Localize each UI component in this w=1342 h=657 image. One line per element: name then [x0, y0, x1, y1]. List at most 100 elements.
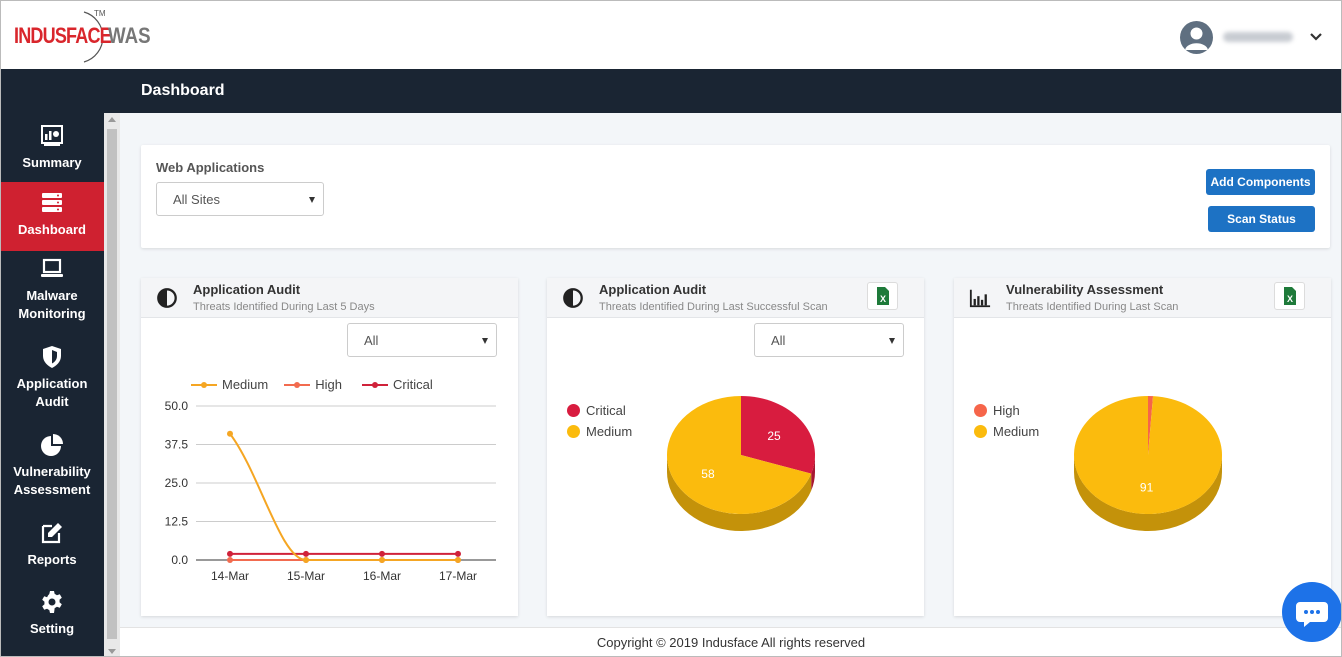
sidebar-item-label: Dashboard — [18, 222, 86, 237]
page-bar: Dashboard — [0, 69, 1342, 113]
scroll-up-arrow-icon[interactable] — [108, 117, 116, 122]
legend-high-marker — [284, 381, 311, 388]
web-applications-card: Web Applications All Sites Add Component… — [141, 145, 1330, 248]
x-tick-label: 15-Mar — [287, 569, 325, 583]
logo-brand: INDUSFACE — [14, 23, 112, 48]
sidebar-item-label: Vulnerability Assessment — [13, 464, 91, 497]
filter-value: All — [771, 333, 786, 348]
page-title: Dashboard — [141, 82, 225, 99]
filter-value: All — [364, 333, 379, 348]
panel-header: Application Audit Threats Identified Dur… — [141, 278, 518, 318]
y-tick-label: 12.5 — [165, 515, 189, 529]
legend-label: High — [993, 403, 1020, 418]
sidebar-item-dashboard[interactable]: Dashboard — [0, 182, 104, 251]
legend-dot — [974, 404, 987, 417]
legend-label: Medium — [993, 424, 1040, 439]
sites-select-value: All Sites — [173, 192, 220, 207]
user-menu[interactable] — [1180, 19, 1323, 55]
pie-data-label: 25 — [767, 429, 781, 443]
sidebar-scrollbar[interactable] — [104, 113, 120, 657]
scrollbar-thumb[interactable] — [107, 129, 117, 639]
data-point-medium — [455, 557, 461, 563]
sidebar-item-application-audit[interactable]: Application Audit — [0, 345, 104, 417]
sidebar-item-label: Setting — [29, 621, 75, 636]
audit-trend-line-chart: 50.0 37.5 25.0 12.5 0.0 14-Mar 15-Mar 16-Mar 17-… — [165, 399, 496, 583]
series-line-medium — [229, 433, 458, 561]
y-tick-label: 50.0 — [165, 399, 189, 413]
sidebar-item-summary[interactable]: Summary — [0, 121, 104, 182]
legend-item-critical: Critical — [567, 400, 632, 421]
legend-item-medium: Medium — [567, 421, 632, 442]
pie-slice-side-medium — [667, 455, 812, 531]
legend-high-label: High — [315, 377, 342, 392]
data-point-medium — [303, 557, 309, 563]
web-applications-label: Web Applications — [156, 160, 265, 175]
legend-item-high: High — [974, 400, 1039, 421]
chat-button[interactable] — [1282, 582, 1342, 642]
y-tick-label: 37.5 — [165, 438, 189, 452]
username-blurred — [1223, 32, 1293, 42]
pie-data-label: 91 — [1140, 480, 1154, 494]
legend-label: Medium — [586, 424, 633, 439]
data-point-medium — [227, 430, 233, 437]
svg-text:X: X — [880, 294, 886, 304]
legend-item-medium: Medium — [974, 421, 1039, 442]
audit-last-filter-select[interactable]: All — [754, 323, 904, 357]
application-audit-trend-panel: Application Audit Threats Identified Dur… — [141, 278, 518, 616]
panel-header: Vulnerability Assessment Threats Identif… — [954, 278, 1331, 318]
scroll-down-arrow-icon[interactable] — [108, 649, 116, 654]
legend-medium-label: Medium — [222, 377, 269, 392]
sites-select[interactable]: All Sites — [156, 182, 324, 216]
data-point-critical — [455, 550, 461, 557]
summary-icon — [41, 125, 63, 146]
export-excel-button[interactable]: X — [867, 282, 898, 310]
x-tick-label: 14-Mar — [211, 569, 249, 583]
pie-data-label: 58 — [701, 467, 715, 481]
panel-title: Application Audit — [193, 282, 301, 297]
export-excel-button[interactable]: X — [1274, 282, 1305, 310]
sidebar-item-setting[interactable]: Setting — [0, 590, 104, 646]
caret-down-icon — [482, 338, 488, 344]
logo-trademark: TM — [94, 9, 106, 18]
data-point-medium — [379, 557, 385, 563]
chevron-down-icon[interactable] — [1309, 30, 1323, 44]
copyright-text: Copyright © 2019 Indusface All rights re… — [596, 635, 866, 650]
y-tick-label: 0.0 — [171, 553, 188, 567]
avatar[interactable] — [1180, 20, 1213, 54]
pie-slice-side-medium — [1074, 455, 1222, 531]
logo-product: WAS — [108, 23, 151, 48]
chat-icon — [1296, 602, 1328, 627]
legend-critical-marker — [362, 381, 388, 388]
sidebar-item-reports[interactable]: Reports — [0, 521, 104, 577]
sidebar-item-label: Summary — [22, 155, 82, 170]
line-chart-legend: Medium High Critical — [191, 377, 433, 392]
pie-slice-medium — [667, 396, 812, 514]
panel-title: Vulnerability Assessment — [1006, 282, 1164, 297]
add-components-button[interactable]: Add Components — [1206, 169, 1315, 195]
panel-title: Application Audit — [599, 282, 707, 297]
audit-trend-filter-select[interactable]: All — [347, 323, 497, 357]
sidebar-item-malware-monitoring[interactable]: Malware Monitoring — [0, 257, 104, 329]
sidebar-item-label: Reports — [27, 552, 77, 567]
panel-subtitle: Threats Identified During Last 5 Days — [193, 301, 375, 313]
panel-subtitle: Threats Identified During Last Scan — [1006, 301, 1179, 313]
sidebar-item-vulnerability-assessment[interactable]: Vulnerability Assessment — [0, 433, 104, 505]
data-point-critical — [227, 550, 233, 557]
legend-critical-label: Critical — [393, 377, 433, 392]
panel-subtitle: Threats Identified During Last Successfu… — [599, 301, 828, 313]
footer: Copyright © 2019 Indusface All rights re… — [120, 627, 1342, 657]
half-circle-icon — [563, 288, 583, 308]
pie-slice-critical — [741, 396, 815, 474]
data-point-critical — [303, 550, 309, 557]
dashboard-icon — [42, 193, 62, 212]
pie-slice-high — [1148, 396, 1154, 455]
va-last-pie-chart: 91 — [1074, 396, 1222, 531]
legend-dot — [974, 425, 987, 438]
scan-status-button[interactable]: Scan Status — [1208, 206, 1315, 232]
app-logo[interactable]: TM INDUSFACE WAS — [14, 9, 154, 63]
pie-legend: Critical Medium — [567, 400, 632, 442]
pie-icon — [41, 434, 63, 456]
excel-icon: X — [1284, 287, 1296, 305]
panel-header: Application Audit Threats Identified Dur… — [547, 278, 924, 318]
vulnerability-assessment-panel: Vulnerability Assessment Threats Identif… — [954, 278, 1331, 616]
